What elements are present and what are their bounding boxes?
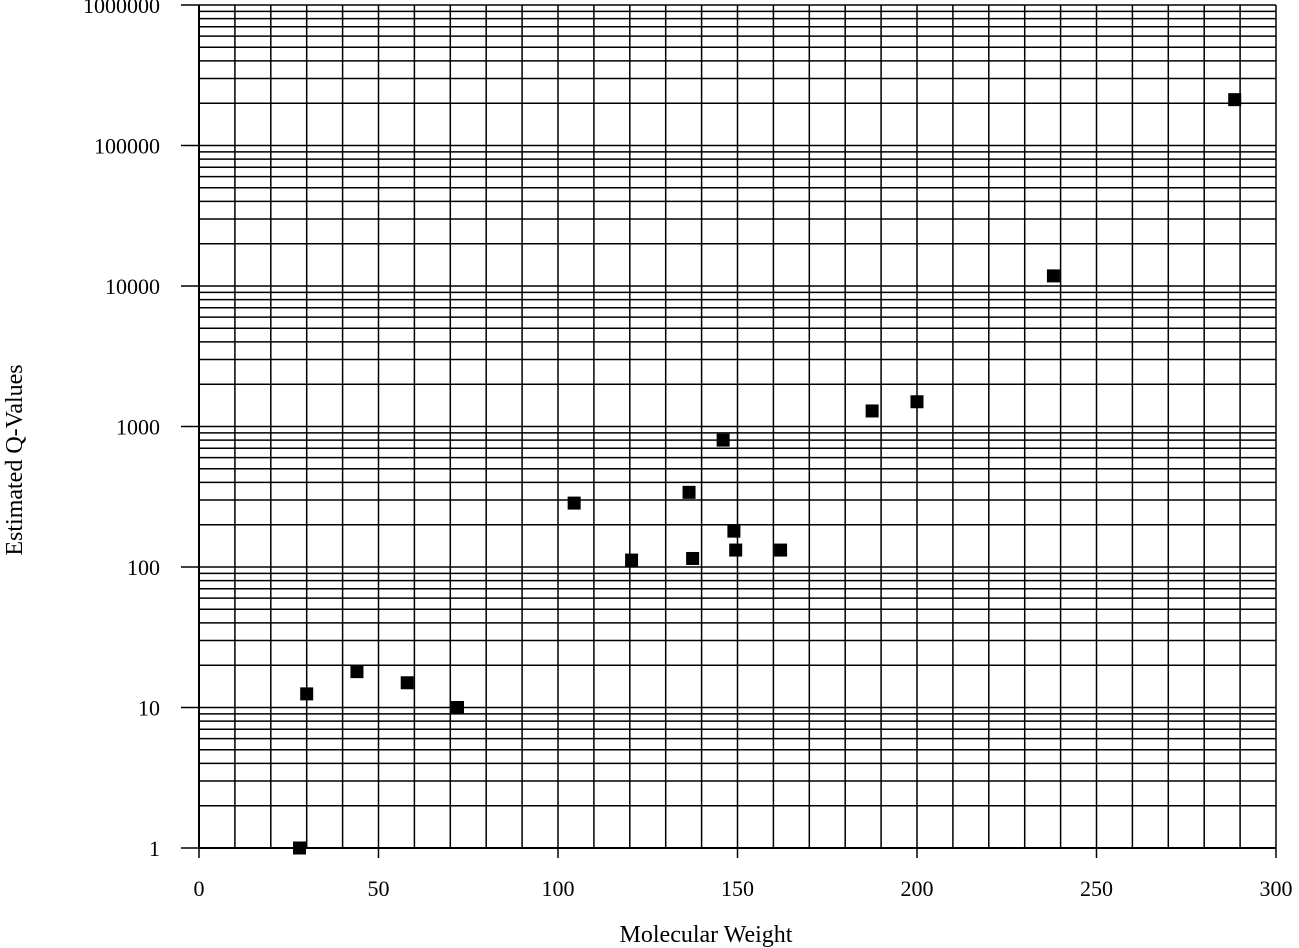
data-point [686, 552, 699, 565]
y-tick-label: 10000 [105, 274, 160, 299]
x-axis-label: Molecular Weight [620, 922, 793, 948]
data-point [774, 544, 787, 557]
x-tick-label: 150 [721, 876, 754, 901]
data-point [350, 665, 363, 678]
x-tick-label: 0 [194, 876, 205, 901]
x-tick-label: 50 [368, 876, 390, 901]
data-point [717, 434, 730, 447]
data-point [683, 486, 696, 499]
data-point [451, 701, 464, 714]
data-points [293, 93, 1241, 854]
x-tick-label: 300 [1260, 876, 1293, 901]
y-tick-label: 1000 [116, 415, 160, 440]
data-point [727, 525, 740, 538]
y-tick-label: 10 [138, 696, 160, 721]
grid-lines [199, 5, 1276, 848]
data-point [401, 676, 414, 689]
y-tick-label: 1 [149, 836, 160, 861]
data-point [911, 395, 924, 408]
x-tick-label: 200 [901, 876, 934, 901]
data-point [293, 842, 306, 855]
y-tick-label: 100000 [94, 134, 160, 159]
tick-labels: 0 50 100 150 200 250 300 1 10 100 1000 10000 100000 1… [83, 0, 1293, 901]
data-point [729, 544, 742, 557]
data-point [300, 687, 313, 700]
x-tick-label: 250 [1080, 876, 1113, 901]
data-point [1228, 93, 1241, 106]
y-tick-label: 100 [127, 555, 160, 580]
data-point [568, 497, 581, 510]
axes [181, 5, 1276, 858]
y-tick-label: 1000000 [83, 0, 160, 18]
data-point [1047, 269, 1060, 282]
data-point [625, 554, 638, 567]
x-tick-label: 100 [542, 876, 575, 901]
y-axis-label: Estimated Q-Values [2, 364, 28, 555]
data-point [866, 404, 879, 417]
